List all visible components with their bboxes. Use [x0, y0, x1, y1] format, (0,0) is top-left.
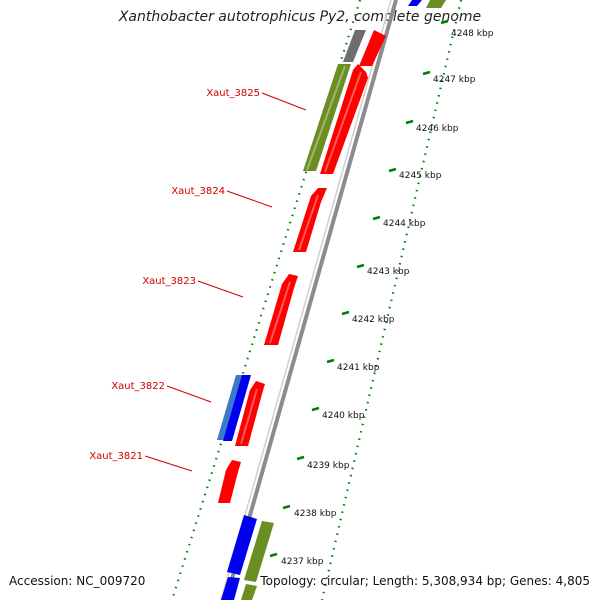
tick-mark [440, 19, 449, 25]
backbone-line-inner [220, 0, 392, 600]
tick-mark [388, 167, 397, 173]
tick-mark [356, 263, 365, 269]
gene-xaut-3823[interactable] [264, 274, 298, 345]
gene-leader-line [261, 92, 307, 111]
outer-gene-track [217, 0, 446, 600]
gene-grey[interactable] [343, 30, 366, 62]
tick-label: 4245 kbp [399, 171, 442, 181]
tick-mark [296, 455, 305, 461]
gene-leader-line [144, 455, 193, 472]
tick-label: 4240 kbp [322, 411, 365, 421]
tick-label: 4243 kbp [367, 267, 410, 277]
tick-mark [405, 119, 414, 125]
ruler-tick-labels: 4248 kbp 4247 kbp 4246 kbp 4245 kbp 4244 kbp… [281, 29, 494, 567]
gene-xaut-3822[interactable] [235, 381, 265, 446]
tick-mark [422, 70, 431, 76]
forward-gene-track [218, 30, 386, 503]
gene-leader-line [197, 280, 244, 298]
tick-label: 4238 kbp [294, 509, 337, 519]
gene-blue-mid[interactable] [223, 375, 251, 441]
ruler-tick-marks [269, 19, 449, 558]
gene-label[interactable]: Xaut_3823 [142, 276, 196, 287]
tick-mark [341, 310, 350, 316]
tick-label: 4237 kbp [281, 557, 324, 567]
gene-green-bottom-2[interactable] [241, 584, 257, 600]
accession-text: Accession: NC_009720 [9, 574, 146, 588]
gene-leader-line [226, 190, 273, 208]
tick-label: 4242 kbp [352, 315, 395, 325]
gene-red-top[interactable] [359, 30, 386, 66]
tick-mark [372, 215, 381, 221]
gene-shading [240, 65, 362, 445]
gene-label[interactable]: Xaut_3825 [206, 88, 260, 99]
tick-mark [311, 406, 320, 412]
tick-label: 4247 kbp [433, 75, 476, 85]
tick-mark [269, 552, 278, 558]
tick-label: 4246 kbp [416, 124, 459, 134]
gene-green-long[interactable] [303, 64, 351, 171]
tick-mark [326, 358, 335, 364]
tick-label: 4241 kbp [337, 363, 380, 373]
genome-summary-text: Topology: circular; Length: 5,308,934 bp… [260, 574, 590, 588]
gene-blue-bottom-2[interactable] [221, 577, 240, 600]
backbone-line-outer [224, 0, 398, 600]
gene-label[interactable]: Xaut_3821 [89, 451, 143, 462]
gene-xaut-3821[interactable] [218, 460, 241, 503]
gene-top-blue[interactable] [408, 0, 422, 6]
tick-label: 4244 kbp [383, 219, 426, 229]
tick-label: 4248 kbp [451, 29, 494, 39]
tick-label: 4239 kbp [307, 461, 350, 471]
gene-teal[interactable] [217, 375, 244, 440]
gene-green-bottom[interactable] [244, 521, 274, 582]
gene-xaut-3825[interactable] [320, 64, 368, 174]
gene-xaut-3824[interactable] [293, 188, 327, 252]
outer-ruler-dotted [320, 0, 463, 600]
gene-label[interactable]: Xaut_3824 [171, 186, 225, 197]
gene-label[interactable]: Xaut_3822 [111, 381, 165, 392]
tick-mark [282, 504, 291, 510]
gene-labels: Xaut_3825 Xaut_3824 Xaut_3823 Xaut_3822 Xaut… [89, 88, 307, 472]
gene-leader-line [166, 385, 212, 403]
gene-top-green[interactable] [426, 0, 446, 8]
gene-blue-bottom[interactable] [227, 515, 257, 575]
